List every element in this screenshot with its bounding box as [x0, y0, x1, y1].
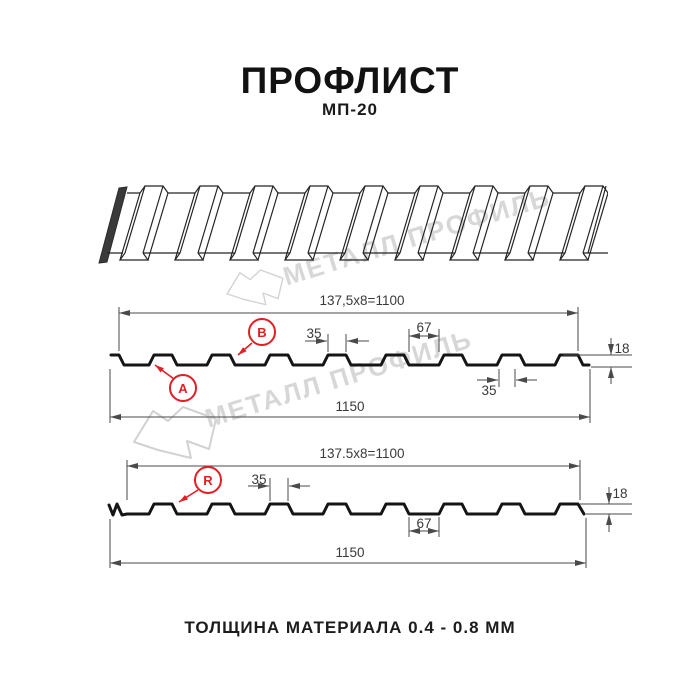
dim-label-sheet-height: 18 — [612, 486, 628, 501]
page-subtitle: МП-20 — [322, 100, 378, 119]
profile-top-dimensions — [109, 307, 632, 423]
dim-label-module-width: 137,5x8=1100 — [319, 293, 405, 308]
profile-top-outline — [109, 353, 591, 367]
marker-letter: R — [203, 472, 213, 488]
dim-label-rib-bottom-width: 35 — [481, 383, 497, 398]
dim-label-sheet-height: 18 — [614, 341, 630, 356]
page-title: ПРОФЛИСТ — [240, 60, 460, 101]
profile-bottom-outline — [107, 502, 586, 517]
marker-letter: B — [257, 324, 267, 340]
dim-label-valley-width: 67 — [416, 320, 432, 335]
dim-label-valley-width: 67 — [416, 516, 432, 531]
dim-label-rib-top-width: 35 — [251, 472, 267, 487]
sheet-cut-edge — [98, 186, 128, 264]
marker-letter: A — [178, 380, 188, 396]
dim-label-module-width: 137.5x8=1100 — [319, 446, 405, 461]
dim-label-rib-top-width: 35 — [306, 326, 322, 341]
marker-badge-b: B — [248, 318, 276, 346]
marker-leader-lines — [154, 342, 253, 503]
marker-badge-r: R — [194, 466, 222, 494]
sheet-3d-view — [98, 185, 608, 264]
watermark-logo-icon — [226, 269, 284, 306]
marker-badge-a: A — [169, 374, 197, 402]
dim-label-total-width: 1150 — [335, 399, 365, 414]
dim-label-total-width: 1150 — [335, 545, 365, 560]
material-thickness-note: ТОЛЩИНА МАТЕРИАЛА 0.4 - 0.8 ММ — [184, 618, 516, 637]
